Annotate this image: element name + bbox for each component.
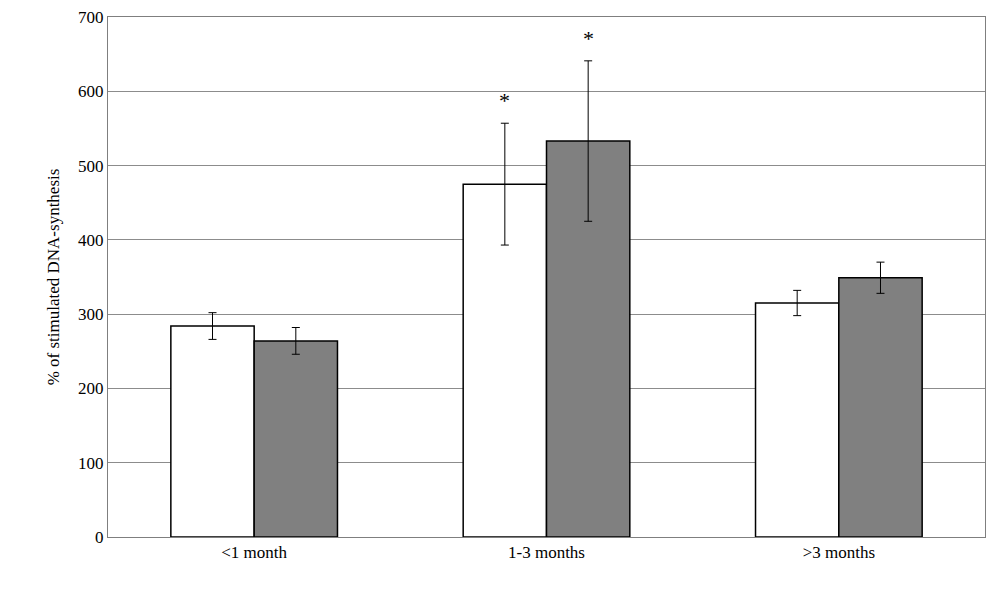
svg-text:*: *: [499, 88, 510, 113]
svg-text:*: *: [583, 26, 594, 51]
svg-text:>3 months: >3 months: [803, 543, 875, 562]
svg-text:600: 600: [78, 82, 104, 101]
svg-text:100: 100: [78, 454, 104, 473]
svg-text:700: 700: [78, 8, 104, 27]
svg-text:300: 300: [78, 305, 104, 324]
svg-text:400: 400: [78, 231, 104, 250]
svg-text:1-3 months: 1-3 months: [508, 543, 585, 562]
svg-text:200: 200: [78, 379, 104, 398]
svg-text:0: 0: [95, 528, 104, 547]
svg-text:<1 month: <1 month: [221, 543, 287, 562]
svg-text:% of stimulated DNA-synthesis: % of stimulated DNA-synthesis: [44, 169, 63, 386]
svg-text:500: 500: [78, 157, 104, 176]
